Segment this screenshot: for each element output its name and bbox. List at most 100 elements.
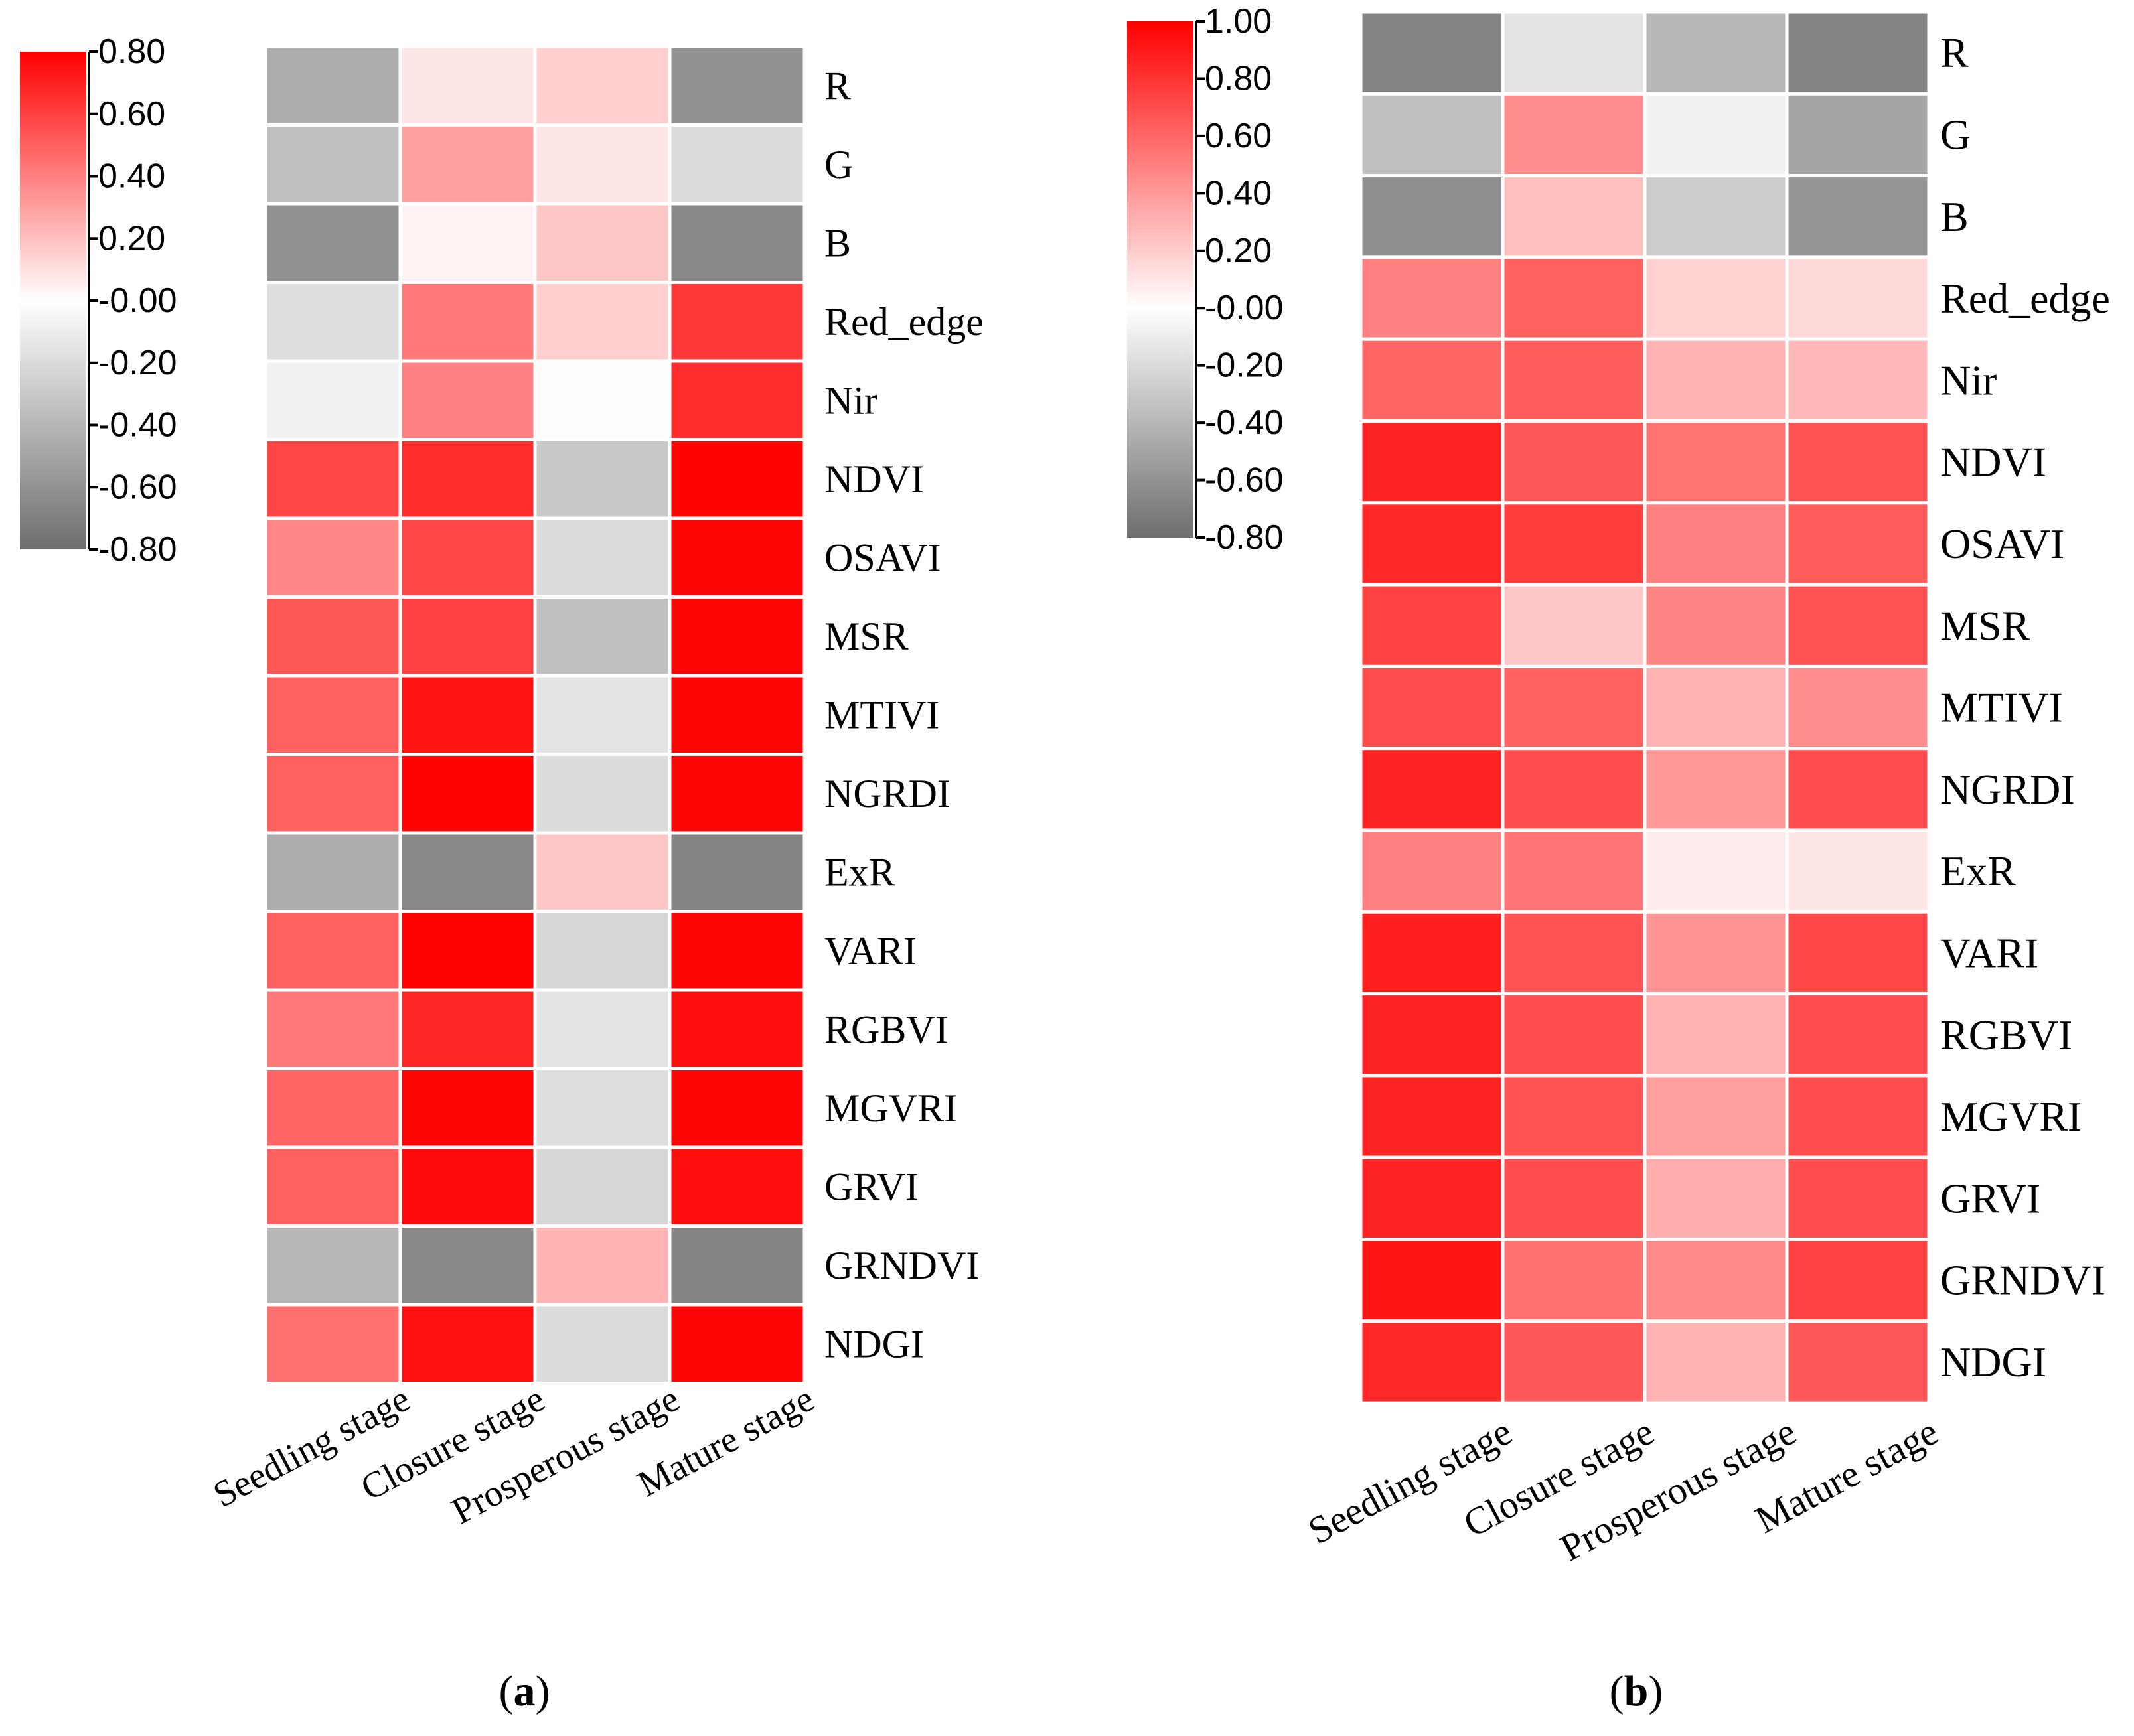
heatmap-cell [264,123,402,206]
row-label: GRNDVI [1940,1257,2105,1304]
heatmap-cell [1359,910,1505,996]
heatmap-cell [398,516,537,599]
row-label: Red_edge [824,300,984,344]
row-label: NGRDI [1940,766,2075,813]
heatmap-cell [1501,664,1647,751]
heatmap-cell [1643,92,1789,178]
row-label: MGVRI [824,1086,957,1130]
colorbar-tick-label: 0.40 [1205,174,1272,212]
heatmap-cell [668,595,806,678]
row-label: Nir [1940,356,1997,403]
heatmap-cell [533,910,672,992]
heatmap-cell [1501,747,1647,832]
row-label: G [1940,111,1971,158]
row-label: MSR [824,615,909,658]
row-label: MTIVI [1940,684,2063,731]
heatmap-cell [1359,828,1505,914]
heatmap-cell [1359,992,1505,1078]
heatmap-cell [1501,828,1647,914]
row-label: Red_edge [1940,275,2110,322]
heatmap-cell [1785,92,1931,178]
heatmap-cell [1359,419,1505,505]
heatmap-cell [398,202,537,284]
heatmap-cell [1643,910,1789,996]
heatmap-panel-a: RGB Red_edge Nir NDVI OSAVI MSR MTIVI NGRDI ExR V… [20,33,984,1715]
heatmap-cell [264,281,402,363]
heatmap-cell [1785,1319,1931,1405]
heatmap-cell [1359,664,1505,751]
heatmap-cell [398,1067,537,1149]
heatmap-cell [1785,419,1931,505]
colorbar-tick-label: 1.00 [1205,2,1272,40]
heatmap-cell [264,1303,402,1385]
heatmap-cell [668,910,806,992]
heatmap-cell [1359,10,1505,96]
panel-label: (a) [499,1667,550,1715]
heatmap-cell [1785,583,1931,668]
heatmap-cell [533,44,672,127]
heatmap-cell [1785,174,1931,259]
colorbar [20,52,86,549]
row-label: GRVI [824,1165,919,1208]
heatmap-cell [668,674,806,756]
heatmap-cell [533,123,672,206]
heatmap-cell [1501,10,1647,96]
heatmap-cell [1785,992,1931,1078]
heatmap-cell [1643,1238,1789,1323]
heatmap-cell [1785,501,1931,587]
row-label: MTIVI [824,693,939,737]
heatmap-cell [1359,1074,1505,1159]
row-label: VARI [824,929,917,973]
heatmap-panel-b: RGB Red_edge Nir NDVI OSAVI MSR MTIVI NGRDI ExR V… [1127,2,2110,1715]
heatmap-cell [1501,1155,1647,1241]
heatmap-cell [1501,92,1647,178]
column-label: Prosperous stage [1553,1410,1803,1569]
heatmap-cell [264,438,402,520]
heatmap-cell [533,1145,672,1228]
row-label: R [1940,29,1969,76]
heatmap-cell [1359,1238,1505,1323]
colorbar-tick-label: -0.00 [98,281,177,320]
heatmap-cell [398,44,537,127]
colorbar-tick-label: -0.20 [1205,346,1284,385]
heatmap-cell [533,753,672,835]
heatmap-cell [398,910,537,992]
heatmap-cell [1359,255,1505,341]
heatmap-cell [1501,1238,1647,1323]
heatmap-cell [264,359,402,441]
heatmap-cell [1643,747,1789,832]
heatmap-cell [1501,337,1647,423]
heatmap-cell [1359,1319,1505,1405]
heatmap-cell [668,1145,806,1228]
heatmap-cell [1785,255,1931,341]
row-label: RGBVI [1940,1011,2072,1058]
heatmap-cell [1785,1074,1931,1159]
heatmap-cell [1643,10,1789,96]
heatmap-cell [1785,1238,1931,1323]
heatmap-cell [533,438,672,520]
heatmap-cell [398,753,537,835]
heatmap-cell [533,359,672,441]
row-label: RGBVI [824,1007,949,1051]
heatmap-cell [1785,1155,1931,1241]
row-label: NDVI [1940,439,2046,486]
heatmap-cell [1643,1074,1789,1159]
heatmap-cell [668,753,806,835]
heatmap-cell [1643,828,1789,914]
heatmap-cell [533,674,672,756]
heatmap-cell [1785,828,1931,914]
heatmap-cell [668,516,806,599]
heatmap-cell [533,1067,672,1149]
heatmap-cell [264,831,402,913]
heatmap-cell [1501,501,1647,587]
row-label: NDGI [1940,1338,2046,1386]
heatmap-cell [264,202,402,284]
heatmap-cell [1643,992,1789,1078]
heatmap-cell [264,595,402,678]
row-label: R [824,64,851,108]
heatmap-cell [1785,337,1931,423]
heatmap-cell [264,674,402,756]
colorbar-tick-label: -0.00 [1205,289,1284,327]
heatmap-cell [264,988,402,1070]
